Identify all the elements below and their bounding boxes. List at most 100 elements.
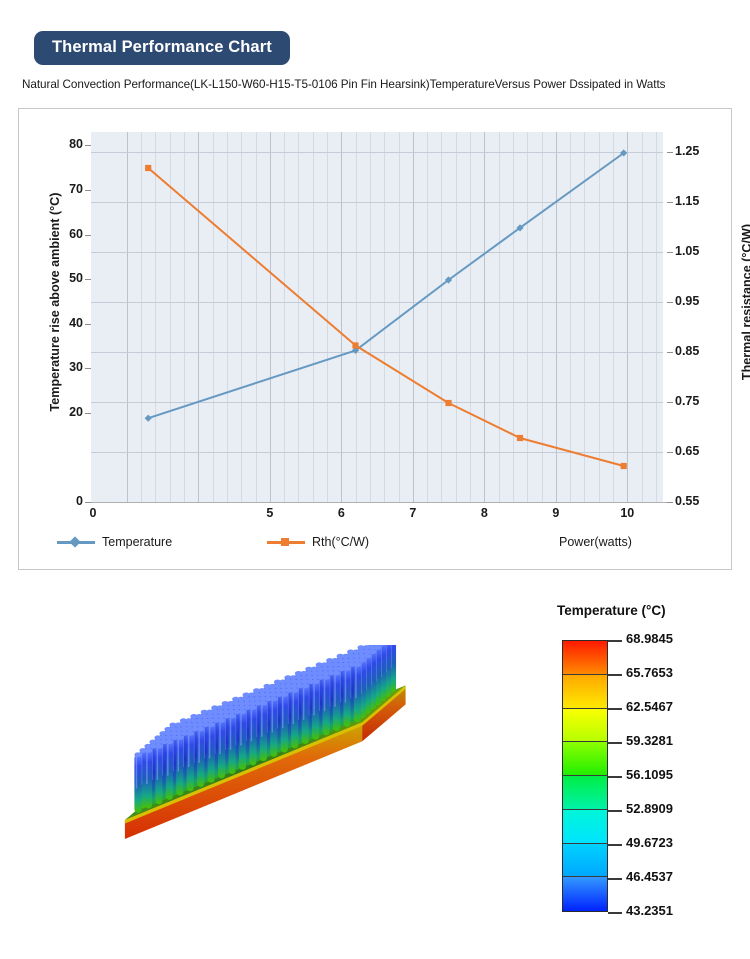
heatsink-pin (259, 703, 267, 762)
heatsink-pin-cap (165, 735, 173, 741)
heatsink-pin-cap (186, 726, 194, 732)
colorbar-label: 65.7653 (626, 665, 673, 680)
colorbar-tick (608, 776, 622, 778)
x-axis-line (91, 502, 669, 503)
heatsink-pin-highlight (167, 743, 169, 776)
heatsink-pin (155, 746, 163, 805)
heatsink-pin-highlight (198, 730, 200, 763)
heatsink-pin-highlight (135, 756, 138, 789)
colorbar-tick (608, 878, 622, 880)
heatsink-pin-cap (248, 700, 257, 706)
heatsink-pin-cap (185, 718, 193, 724)
heatsink-pin-cap (179, 718, 188, 724)
y-axis-left-label: 30 (69, 360, 83, 375)
heatsink-pin-cap (175, 730, 183, 736)
x-axis-title: Power(watts) (559, 535, 632, 549)
grid-line-vertical (241, 132, 243, 502)
heatsink-pin-cap (337, 666, 346, 672)
grid-line-vertical (355, 132, 357, 502)
y-axis-right-tick (667, 302, 673, 303)
heatsink-pin-cap (232, 696, 240, 702)
grid-line-horizontal (91, 252, 663, 253)
heatsink-pin-cap (311, 675, 319, 680)
heatsink-pin (218, 720, 226, 779)
heatsink-pin-cap (357, 645, 365, 650)
grid-line-horizontal (91, 202, 663, 203)
colorbar-band (563, 809, 607, 844)
grid-line-vertical (455, 132, 457, 502)
heatsink-pin-cap (358, 657, 367, 663)
heatsink-pin-cap (165, 739, 173, 745)
y-axis-left-tick (85, 502, 91, 503)
heatsink-pin-cap (352, 653, 361, 659)
heatsink-pin (301, 685, 309, 744)
heatsink-pin-cap (336, 653, 344, 659)
heatsink-pin-cap (197, 726, 205, 732)
colorbar-title: Temperature (°C) (557, 603, 666, 618)
grid-line-vertical (541, 132, 543, 502)
heatsink-pin-cap (284, 679, 292, 685)
heatsink-pin-cap (191, 726, 199, 732)
heatsink-pin-cap (279, 683, 287, 689)
heatsink-pin-cap (154, 739, 163, 745)
heatsink-pin-cap (301, 679, 309, 685)
legend-item-rth[interactable]: Rth(°C/W) (267, 535, 369, 549)
heatsink-pin-cap (264, 692, 272, 698)
heatsink-pin-cap (358, 653, 366, 659)
colorbar-label: 52.8909 (626, 801, 673, 816)
heatsink-pin-cap (321, 662, 329, 668)
heatsink-pin-cap (211, 709, 219, 715)
grid-line-vertical (155, 132, 157, 502)
heatsink-pin-cap (207, 722, 215, 728)
heatsink-pin-cap (181, 730, 189, 736)
heatsink-pin-cap (368, 649, 377, 655)
heatsink-pin-highlight (156, 748, 159, 781)
colorbar-tick (608, 742, 622, 744)
heatsink-pin-cap (290, 679, 298, 685)
grid-line-vertical (198, 132, 200, 502)
heatsink-pin-cap (259, 696, 267, 702)
heatsink-pin-cap (243, 700, 251, 706)
heatsink-pin-highlight (355, 666, 357, 699)
heatsink-pin-highlight (344, 670, 347, 703)
data-point-marker (444, 276, 453, 284)
heatsink-pin-cap (321, 666, 329, 672)
heatsink-pin-highlight (323, 679, 326, 712)
colorbar-tick (608, 810, 622, 812)
heatsink-pin-cap (237, 696, 245, 702)
y-axis-left-label: 20 (69, 404, 83, 419)
heatsink-pin-cap (200, 709, 208, 715)
legend-item-temperature[interactable]: Temperature (57, 535, 172, 549)
heatsink-pin-cap (223, 713, 231, 719)
heatsink-pin-cap (159, 731, 167, 736)
colorbar-gradient (562, 640, 608, 912)
heatsink-pin-cap (144, 748, 153, 753)
heatsink-pin-cap (268, 683, 277, 689)
grid-line-vertical (212, 132, 214, 502)
heatsink-pin (353, 664, 362, 723)
heatsink-pin-cap (206, 709, 214, 715)
grid-line-horizontal (91, 152, 663, 153)
colorbar-tick (608, 844, 622, 846)
grid-line-horizontal (91, 302, 663, 303)
colorbar-label: 68.9845 (626, 631, 673, 646)
grid-line-vertical (184, 132, 185, 502)
heatsink-pin-cap (363, 653, 372, 659)
heatsink-pin-cap (169, 726, 178, 732)
heatsink-pin-cap (242, 692, 250, 698)
heatsink-pin-cap (280, 687, 288, 693)
grid-line-vertical (570, 132, 571, 502)
heatsink-pin-cap (139, 748, 147, 753)
heatsink-pin-cap (212, 713, 220, 719)
heatsink-pin-highlight (261, 705, 263, 738)
heatsink-pin-highlight (146, 752, 148, 785)
heatsink-3d-image (124, 645, 406, 839)
heatsink-pin-cap (238, 705, 246, 710)
colorbar-label: 49.6723 (626, 835, 673, 850)
grid-line-vertical (427, 132, 429, 502)
heatsink-pin-cap (332, 670, 341, 676)
heatsink-pin-cap (232, 701, 240, 706)
heatsink-pin (165, 741, 173, 800)
x-axis-origin-label: 0 (89, 506, 97, 520)
